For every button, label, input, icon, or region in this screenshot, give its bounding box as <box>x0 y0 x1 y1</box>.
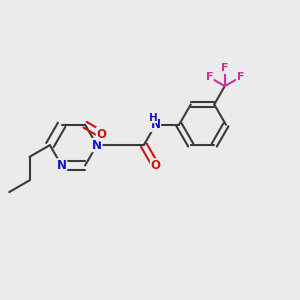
Text: H: H <box>148 112 157 123</box>
Text: N: N <box>57 159 67 172</box>
Text: N: N <box>151 118 160 131</box>
Text: F: F <box>206 72 213 82</box>
Text: F: F <box>221 63 229 73</box>
Text: F: F <box>237 72 244 82</box>
Text: O: O <box>151 159 160 172</box>
Text: O: O <box>97 128 106 141</box>
Text: N: N <box>92 139 102 152</box>
